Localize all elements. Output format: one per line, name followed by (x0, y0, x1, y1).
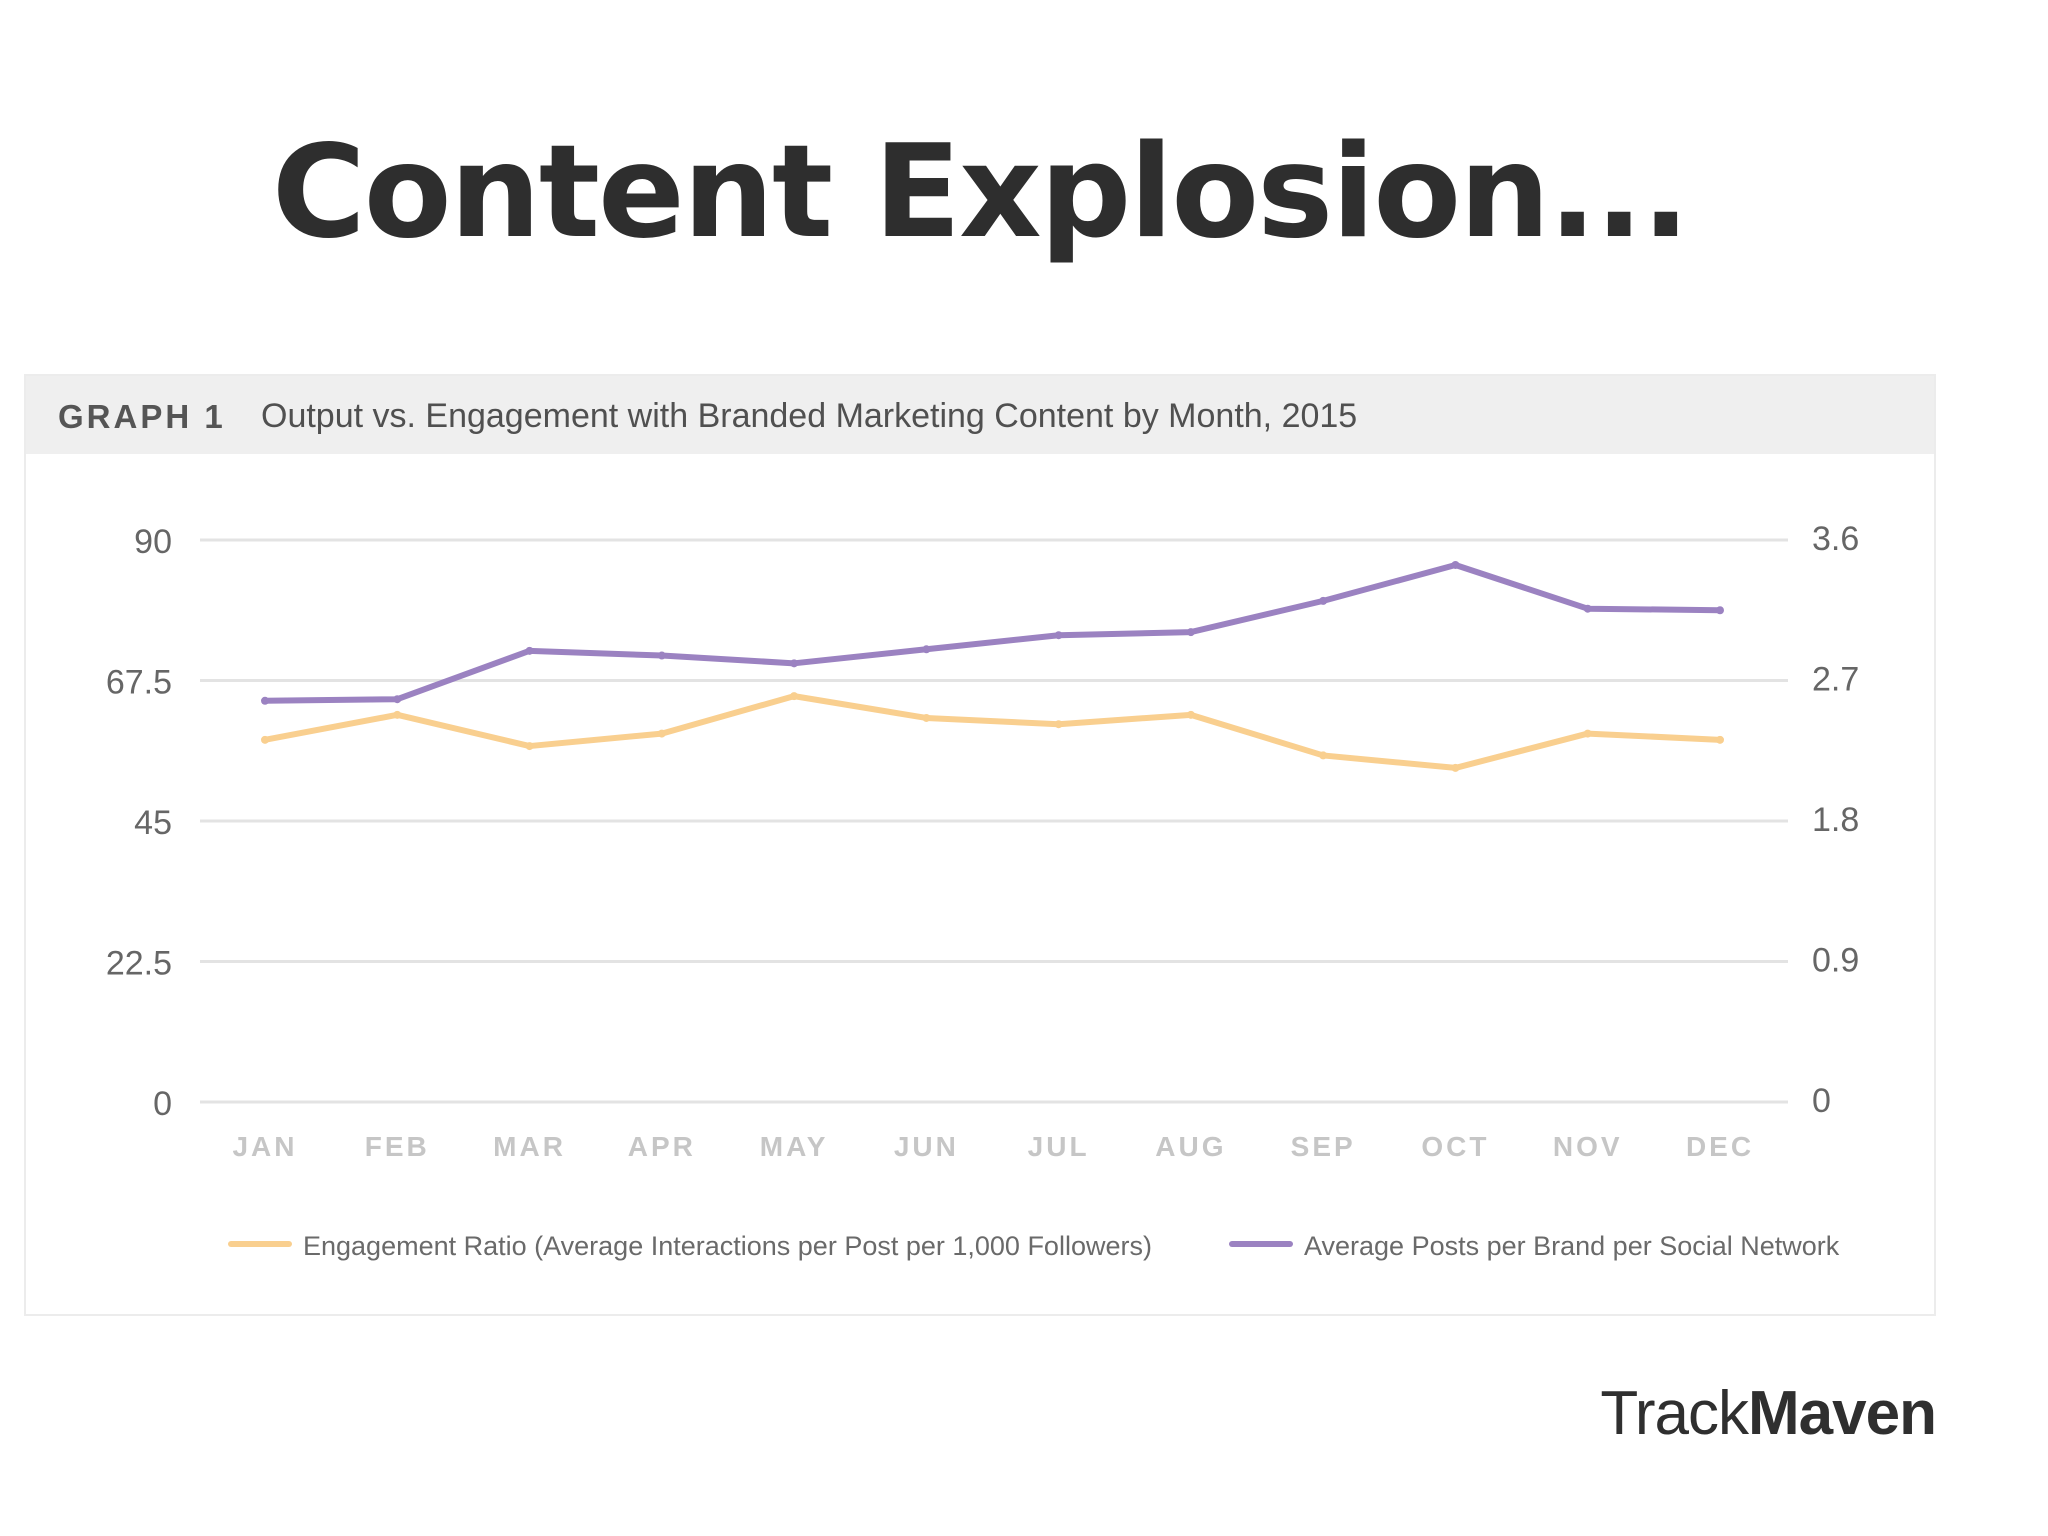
x-tick-label: OCT (1421, 1131, 1489, 1162)
series-2-point (790, 659, 799, 668)
x-tick-label: SEP (1291, 1131, 1356, 1162)
series-1-point (657, 729, 666, 738)
x-tick-label: AUG (1155, 1131, 1226, 1162)
series-2-point (1319, 596, 1328, 605)
series-2-point (1054, 631, 1063, 640)
series-line-1 (262, 693, 1723, 771)
series-1-point (1186, 710, 1195, 719)
series-1-point (1054, 720, 1063, 729)
y-left-tick-label: 45 (134, 804, 172, 842)
series-1-point (525, 742, 534, 751)
x-tick-label: DEC (1686, 1131, 1754, 1162)
chart-title: Output vs. Engagement with Branded Marke… (261, 397, 1358, 435)
y-right-tick-label: 1.8 (1812, 801, 1859, 839)
series-2-point (393, 695, 402, 704)
series-2-point (261, 696, 269, 705)
x-tick-label: MAR (493, 1131, 566, 1162)
chart-card: GRAPH 1 Output vs. Engagement with Brand… (24, 374, 1936, 1316)
legend-label-1: Engagement Ratio (Average Interactions p… (303, 1231, 1152, 1261)
series-1-point (261, 735, 269, 744)
x-tick-label: MAY (760, 1131, 829, 1162)
series-2-point (657, 651, 666, 660)
line-chart: 90 3.6 67.5 2.7 45 1.8 22.5 0.9 0 0 JAN FEB MAR APR MA… (106, 520, 1859, 1261)
x-tick-label: JUN (894, 1131, 959, 1162)
series-1-point (922, 713, 931, 722)
y-right-tick-label: 0.9 (1812, 942, 1859, 980)
logo-text-light: Track (1600, 1379, 1749, 1448)
y-left-tick-label: 90 (134, 523, 172, 561)
series-1-point (393, 710, 402, 719)
y-left-tick-label: 67.5 (106, 664, 172, 702)
x-tick-label: JUL (1028, 1131, 1090, 1162)
series-2-point (1451, 560, 1460, 569)
series-2-point (1583, 604, 1592, 613)
series-2-point (922, 645, 931, 654)
x-tick-label: FEB (365, 1131, 430, 1162)
x-tick-label: APR (628, 1131, 696, 1162)
series-1-point (1451, 763, 1460, 772)
series-1-point (1319, 751, 1328, 760)
series-2-point (1186, 628, 1195, 637)
x-tick-label: JAN (232, 1131, 297, 1162)
series-1-point (1583, 729, 1592, 738)
legend-label-2: Average Posts per Brand per Social Netwo… (1304, 1231, 1840, 1261)
graph-label: GRAPH 1 (58, 398, 226, 435)
logo-text-bold: Maven (1748, 1379, 1937, 1448)
series-2-point (525, 646, 534, 655)
x-tick-label: NOV (1553, 1131, 1623, 1162)
slide-title: Content Explosion... (271, 118, 1690, 267)
y-left-tick-label: 22.5 (106, 945, 172, 983)
chart-header: GRAPH 1 Output vs. Engagement with Brand… (26, 376, 1934, 454)
series-line-2 (262, 561, 1723, 704)
series-2-point (1716, 606, 1724, 615)
y-right-tick-label: 0 (1812, 1082, 1831, 1120)
series-1-point (790, 692, 799, 701)
trackmaven-logo: TrackMaven (1600, 1378, 1937, 1449)
y-left-tick-label: 0 (153, 1085, 172, 1123)
series-1-point (1716, 735, 1724, 744)
y-right-tick-label: 2.7 (1812, 661, 1859, 699)
y-right-tick-label: 3.6 (1812, 520, 1859, 558)
